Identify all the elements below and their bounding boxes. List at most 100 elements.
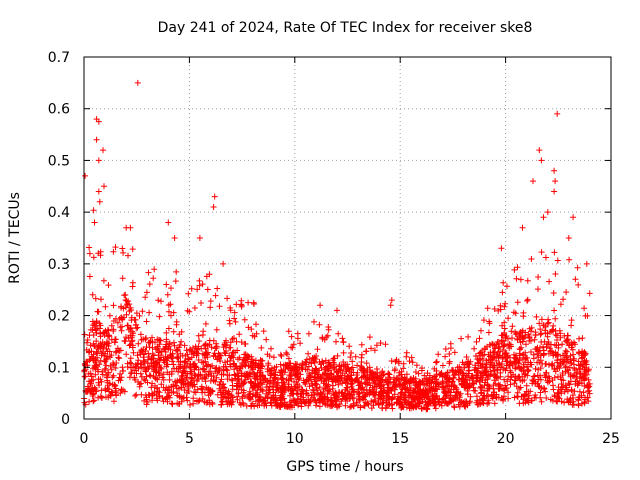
data-point (563, 289, 570, 296)
data-point (463, 354, 470, 360)
data-point (333, 368, 340, 375)
data-point (287, 373, 294, 380)
data-point (406, 401, 413, 408)
data-point (347, 354, 354, 361)
data-point (169, 350, 176, 357)
data-point (224, 367, 231, 374)
data-point (219, 398, 226, 405)
data-point (119, 323, 125, 330)
data-point (492, 344, 499, 351)
data-point (281, 369, 288, 376)
data-point (544, 377, 551, 384)
data-point (86, 244, 93, 251)
data-point (395, 360, 402, 367)
data-point (181, 359, 188, 366)
data-point (512, 377, 519, 384)
data-point (108, 366, 115, 373)
data-point (528, 349, 534, 355)
data-point (249, 332, 256, 339)
data-point (528, 324, 535, 331)
data-point (168, 383, 175, 390)
data-point (536, 320, 543, 327)
data-point (138, 380, 144, 387)
data-point (414, 383, 421, 390)
data-point (480, 370, 487, 377)
data-point (110, 302, 117, 309)
data-point (491, 306, 498, 312)
data-point (275, 388, 282, 394)
data-point (325, 366, 331, 372)
data-point (91, 343, 98, 350)
data-point (456, 403, 463, 410)
data-point (438, 399, 444, 406)
data-point (121, 337, 128, 344)
data-point (236, 367, 243, 374)
data-point (116, 315, 123, 322)
data-point (439, 362, 446, 369)
data-point (548, 328, 555, 335)
data-point (303, 356, 310, 363)
data-point (410, 375, 417, 382)
data-point (363, 360, 370, 367)
data-point (238, 339, 245, 346)
data-point (411, 388, 417, 395)
data-point (384, 394, 391, 400)
data-point (537, 389, 544, 396)
data-point (206, 271, 213, 278)
data-point (97, 376, 104, 383)
data-point (335, 389, 342, 396)
data-point (297, 340, 304, 347)
data-point (525, 367, 532, 374)
data-point (582, 312, 589, 319)
data-point (99, 339, 106, 346)
data-point (102, 303, 109, 310)
data-point (551, 393, 558, 400)
data-point (256, 402, 263, 408)
data-point (499, 289, 506, 296)
data-point (549, 360, 556, 367)
data-point (505, 395, 512, 402)
data-point (148, 384, 155, 391)
data-point (92, 371, 99, 378)
data-point (507, 376, 514, 383)
data-point (284, 403, 291, 410)
data-point (511, 394, 518, 401)
data-point (500, 397, 506, 404)
data-point (486, 341, 493, 348)
data-point (481, 395, 488, 401)
data-point (138, 347, 145, 354)
data-point (143, 335, 149, 341)
data-point (534, 350, 541, 357)
data-point (348, 350, 355, 356)
data-point (517, 276, 524, 283)
data-point (238, 378, 245, 384)
data-point (236, 331, 243, 338)
data-point (265, 387, 272, 394)
data-point (442, 353, 449, 360)
data-point (501, 319, 508, 326)
data-point (460, 376, 467, 383)
data-point (212, 353, 219, 360)
data-point (358, 351, 365, 358)
data-point (133, 310, 140, 317)
data-point (489, 395, 496, 402)
data-point (566, 381, 573, 388)
data-point (166, 308, 172, 315)
data-point (89, 326, 96, 333)
data-point (232, 318, 239, 325)
data-point (95, 118, 102, 125)
data-point (559, 372, 566, 379)
data-point (496, 352, 503, 359)
data-point (568, 387, 575, 394)
data-point (564, 396, 571, 403)
data-point (342, 402, 349, 409)
data-point (195, 332, 202, 339)
data-point (446, 375, 453, 382)
data-point (173, 268, 180, 275)
data-point (538, 157, 545, 164)
data-point (231, 366, 238, 373)
data-point (576, 388, 583, 395)
data-point (562, 347, 569, 354)
data-point (409, 359, 416, 366)
data-point (132, 392, 139, 399)
